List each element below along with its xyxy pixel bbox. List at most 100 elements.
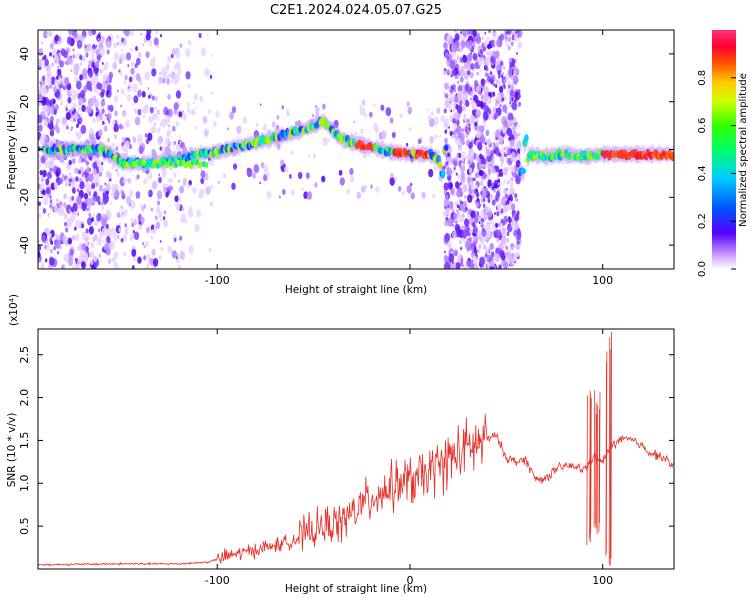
- spectrogram-noise-point: [93, 99, 100, 109]
- spectrogram-noise-point: [485, 65, 488, 69]
- spectrogram-noise-point: [510, 177, 514, 182]
- spectrogram-noise-point: [469, 117, 474, 125]
- spectrogram-noise-point: [476, 118, 479, 123]
- spectrogram-noise-point: [321, 175, 326, 183]
- spectrogram-noise-point: [154, 215, 158, 221]
- spectrogram-noise-point: [46, 70, 53, 80]
- spectrogram-noise-point: [448, 201, 454, 209]
- spectrogram-noise-point: [469, 150, 475, 157]
- spectrogram-noise-point: [294, 121, 298, 126]
- spectrogram-noise-point: [181, 206, 185, 212]
- spectrogram-noise-point: [490, 56, 495, 64]
- spectrogram-noise-point: [468, 260, 474, 269]
- spectrogram-noise-point: [483, 122, 487, 129]
- spectrogram-noise-point: [77, 113, 81, 118]
- spectrogram-noise-point: [453, 102, 457, 108]
- spectrogram-noise-point: [150, 224, 155, 231]
- spectrogram-noise-point: [199, 188, 205, 198]
- spectrogram-noise-point: [106, 227, 112, 237]
- spectrogram-noise-point: [259, 181, 262, 185]
- spectrogram-noise-point: [184, 219, 188, 224]
- spectrogram-noise-point: [457, 174, 461, 180]
- spectrogram-noise-point: [102, 76, 106, 83]
- spectrogram-noise-point: [118, 227, 122, 233]
- spectrogram-noise-point: [452, 43, 458, 53]
- spectrogram-noise-point: [91, 182, 96, 190]
- spectrogram-noise-point: [504, 193, 509, 199]
- spectrogram-noise-point: [200, 47, 207, 57]
- spectrogram-noise-point: [72, 54, 76, 59]
- spectrogram-noise-point: [145, 32, 151, 41]
- spectrogram-noise-point: [460, 65, 465, 73]
- spectrogram-noise-point: [38, 183, 41, 190]
- spectrogram-noise-point: [68, 131, 71, 135]
- spectrogram-noise-point: [137, 256, 142, 264]
- spectrogram-noise-point: [509, 57, 513, 63]
- spectrogram-noise-point: [143, 255, 147, 261]
- spectrogram-noise-point: [506, 87, 511, 95]
- spectrogram-noise-point: [70, 127, 73, 132]
- spectrogram-noise-point: [439, 134, 442, 138]
- spectrogram-noise-layer: [38, 30, 523, 269]
- spectrogram-noise-point: [362, 149, 368, 159]
- spectrogram-noise-point: [498, 168, 504, 177]
- spectrogram-noise-point: [62, 235, 68, 245]
- spectrogram-noise-point: [55, 239, 61, 249]
- spectrogram-noise-point: [381, 130, 387, 140]
- spectrogram-ridge-point: [204, 161, 209, 168]
- spectrogram-noise-point: [498, 135, 503, 143]
- spectrogram-noise-point: [449, 244, 453, 249]
- spectrogram-noise-point: [98, 92, 101, 96]
- spectrogram-noise-point: [103, 188, 106, 193]
- spectrogram-noise-point: [213, 120, 217, 127]
- spectrogram-noise-point: [101, 217, 107, 227]
- snr-series-line: [38, 413, 674, 567]
- spectrogram-noise-point: [66, 36, 72, 45]
- spectrogram-noise-point: [45, 244, 50, 252]
- spectrogram-noise-point: [163, 186, 168, 194]
- spectrogram-noise-point: [484, 142, 487, 146]
- spectrogram-noise-point: [90, 54, 95, 61]
- spectrogram-noise-point: [107, 117, 110, 121]
- spectrogram-noise-point: [51, 47, 57, 56]
- spectrogram-noise-point: [482, 158, 487, 165]
- spectrogram-noise-point: [95, 107, 99, 111]
- spectrogram-noise-point: [305, 172, 310, 179]
- spectrogram-noise-point: [493, 142, 495, 146]
- spectrogram-noise-point: [82, 254, 88, 262]
- spectrogram-noise-point: [187, 39, 192, 46]
- spectrogram-noise-point: [486, 230, 491, 239]
- spectrogram-noise-point: [389, 117, 394, 124]
- spectrogram-noise-point: [69, 175, 72, 180]
- spectrogram-noise-point: [84, 44, 87, 49]
- spectrogram-noise-point: [489, 219, 493, 225]
- spectrogram-noise-point: [75, 233, 80, 241]
- spectrogram-noise-point: [502, 169, 505, 174]
- spectrogram-noise-point: [158, 211, 163, 218]
- spectrogram-noise-point: [76, 246, 79, 250]
- spectrogram-noise-point: [38, 48, 44, 57]
- spectrogram-noise-point: [479, 49, 483, 55]
- spectrogram-noise-point: [472, 225, 478, 234]
- spectrogram-noise-point: [39, 169, 43, 176]
- spectrogram-noise-point: [475, 109, 481, 119]
- spectrogram-noise-point: [149, 106, 154, 114]
- spectrogram-noise-point: [107, 258, 112, 265]
- spectrogram-noise-point: [498, 152, 502, 157]
- spectrogram-noise-point: [49, 173, 53, 179]
- spectrogram-noise-point: [148, 94, 151, 99]
- spectrogram-noise-point: [209, 74, 213, 79]
- spectrogram-noise-point: [486, 138, 492, 146]
- spectrogram-noise-point: [68, 165, 70, 169]
- spectrogram-noise-point: [97, 228, 101, 233]
- spectrogram-noise-point: [71, 235, 76, 241]
- spectrogram-noise-point: [460, 224, 465, 231]
- spectrogram-noise-point: [449, 59, 456, 70]
- spectrogram-noise-point: [167, 55, 172, 63]
- spectrogram-noise-point: [96, 222, 98, 226]
- spectrogram-noise-point: [86, 208, 89, 212]
- spectrogram-noise-point: [322, 103, 326, 110]
- spectrogram-noise-point: [481, 36, 484, 40]
- spectrogram-noise-point: [500, 182, 504, 187]
- colorbar-tick-label: 0.4: [697, 165, 708, 181]
